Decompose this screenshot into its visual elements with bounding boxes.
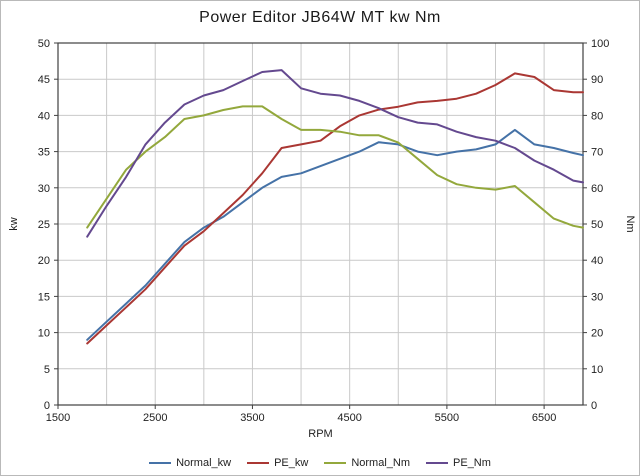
legend-item-normal_nm: Normal_Nm [324,457,410,469]
series-line-pe_kw [86,72,584,345]
x-tick-label: 5500 [435,412,459,424]
x-axis-title: RPM [308,428,332,440]
legend-swatch [247,462,270,464]
y-left-tick-label: 30 [38,183,50,195]
y-left-tick-label: 5 [44,364,50,376]
legend-swatch [149,462,172,464]
y-right-tick-label: 20 [591,328,603,340]
x-tick-label: 1500 [46,412,70,424]
y-left-tick-label: 15 [38,291,50,303]
y-right-tick-label: 0 [591,400,597,412]
legend-item-normal_kw: Normal_kw [149,457,231,469]
x-tick-label: 2500 [143,412,167,424]
y-right-tick-label: 80 [591,110,603,122]
legend-item-pe_nm: PE_Nm [426,457,491,469]
y-right-tick-label: 90 [591,74,603,86]
legend-swatch [324,462,347,464]
x-tick-label: 6500 [532,412,556,424]
series-line-normal_kw [86,128,584,341]
legend-label: Normal_kw [176,457,232,469]
y-right-tick-label: 10 [591,364,603,376]
x-tick-label: 4500 [337,412,361,424]
legend-swatch [426,462,449,464]
y-left-tick-label: 20 [38,255,50,267]
y-left-tick-label: 0 [44,400,50,412]
y-left-tick-label: 45 [38,74,50,86]
y-right-tick-label: 30 [591,291,603,303]
series-line-pe_nm [86,69,584,238]
y-right-tick-label: 100 [591,38,609,50]
legend-label: PE_kw [274,457,309,469]
chart-legend: Normal_kw PE_kw Normal_Nm PE_Nm [1,457,639,469]
y-right-tick-label: 50 [591,219,603,231]
legend-item-pe_kw: PE_kw [247,457,308,469]
y-left-tick-label: 25 [38,219,50,231]
x-tick-label: 3500 [240,412,264,424]
y-left-tick-label: 50 [38,38,50,50]
legend-label: Normal_Nm [351,457,411,469]
legend-label: PE_Nm [453,457,491,469]
y-right-tick-label: 40 [591,255,603,267]
y-right-tick-label: 60 [591,183,603,195]
chart-title: Power Editor JB64W MT kw Nm [199,9,441,26]
y-left-tick-label: 10 [38,328,50,340]
series-line-normal_nm [86,105,584,229]
y-left-tick-label: 40 [38,110,50,122]
y-left-axis-title: kw [8,217,20,231]
y-right-tick-label: 70 [591,147,603,159]
y-right-axis-title: Nm [624,215,636,232]
y-left-tick-label: 35 [38,147,50,159]
